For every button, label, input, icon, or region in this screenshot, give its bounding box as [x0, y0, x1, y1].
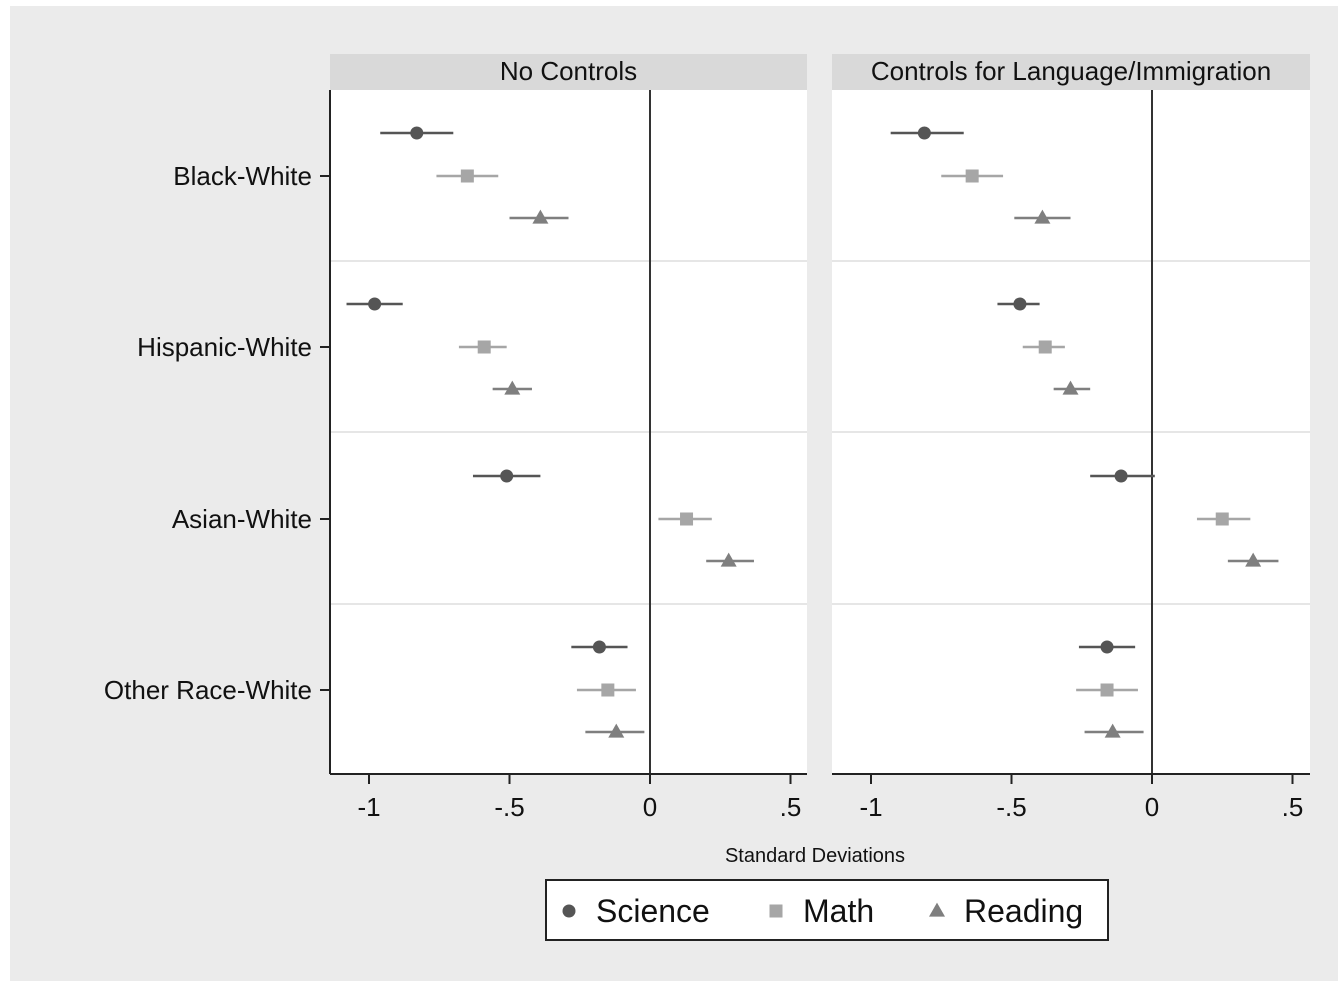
data-point: [1215, 512, 1229, 526]
x-tick-label: -.5: [494, 792, 524, 822]
data-point: [477, 340, 491, 354]
data-point: [500, 469, 514, 483]
data-point: [592, 640, 606, 654]
data-point: [1104, 723, 1121, 738]
legend-box: [545, 879, 1109, 941]
panel-title-strip: [832, 54, 1310, 90]
panel-title: No Controls: [500, 56, 637, 86]
x-tick-label: 0: [643, 792, 657, 822]
category-label: Asian-White: [172, 504, 312, 534]
panel-2: Controls for Language/Immigration -1 -.5 0.…: [832, 54, 1310, 822]
data-point: [460, 169, 474, 183]
data-point: [1100, 683, 1114, 697]
data-point: [532, 209, 549, 224]
panel-1: No Controls -1 -.5 0 .5: [329, 54, 807, 822]
category-label: Other Race-White: [104, 675, 312, 705]
data-point: [965, 169, 979, 183]
series-math: [941, 169, 1251, 697]
panel-title-strip: [330, 54, 807, 90]
series-science: [346, 126, 628, 654]
x-tick-label: -1: [357, 792, 380, 822]
data-point: [601, 683, 615, 697]
data-point: [410, 126, 424, 140]
x-tick-label: -1: [859, 792, 882, 822]
x-tick-label: .5: [1282, 792, 1304, 822]
data-point: [1062, 380, 1079, 395]
x-axis-title: Standard Deviations: [725, 845, 905, 867]
series-math: [436, 169, 712, 697]
data-point: [720, 552, 737, 567]
data-point: [504, 380, 521, 395]
data-point: [917, 126, 931, 140]
legend-marker: [562, 904, 576, 918]
x-tick-label: 0: [1145, 792, 1159, 822]
data-point: [1013, 297, 1027, 311]
category-label: Hispanic-White: [137, 332, 312, 362]
legend-label: Science: [596, 893, 710, 929]
x-tick-label: -.5: [996, 792, 1026, 822]
data-point: [680, 512, 694, 526]
data-point: [368, 297, 382, 311]
legend-marker: [929, 902, 945, 917]
data-point: [1034, 209, 1051, 224]
x-tick-label: .5: [780, 792, 802, 822]
data-point: [608, 723, 625, 738]
panel-title: Controls for Language/Immigration: [871, 56, 1271, 86]
series-reading: [1014, 209, 1279, 738]
series-science: [890, 126, 1155, 654]
category-label: Black-White: [173, 161, 312, 191]
legend-label: Math: [803, 893, 874, 929]
data-point: [1038, 340, 1052, 354]
legend-label: Reading: [964, 893, 1083, 929]
data-point: [1245, 552, 1262, 567]
legend-marker: [769, 904, 783, 918]
legend: Science Math Reading: [545, 879, 1109, 941]
data-point: [1114, 469, 1128, 483]
data-point: [1100, 640, 1114, 654]
series-reading: [492, 209, 754, 738]
